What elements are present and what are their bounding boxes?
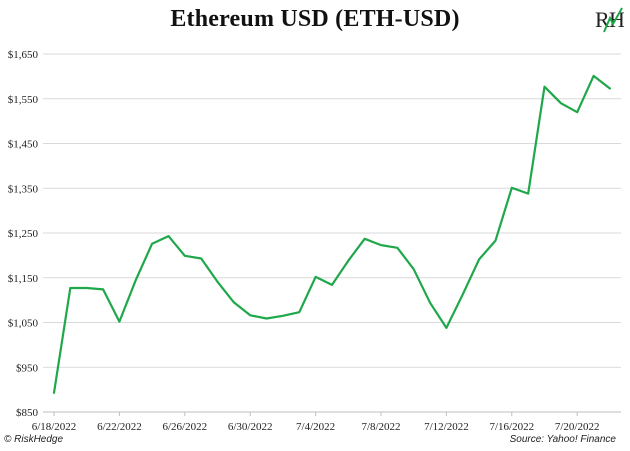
y-tick-label: $1,650 bbox=[8, 49, 39, 61]
x-tick-label: 7/16/2022 bbox=[489, 421, 534, 433]
x-tick-label: 6/26/2022 bbox=[162, 421, 207, 433]
y-tick-label: $1,150 bbox=[8, 273, 39, 285]
x-tick-label: 6/22/2022 bbox=[97, 421, 142, 433]
credit-text: © RiskHedge bbox=[4, 434, 64, 445]
x-tick-label: 7/8/2022 bbox=[361, 421, 400, 433]
y-tick-label: $1,050 bbox=[8, 318, 39, 330]
y-tick-label: $1,350 bbox=[8, 183, 39, 195]
x-tick-label: 6/30/2022 bbox=[228, 421, 273, 433]
x-tick-label: 7/12/2022 bbox=[424, 421, 469, 433]
y-tick-label: $1,550 bbox=[8, 94, 39, 106]
series-line bbox=[52, 74, 612, 394]
x-tick-label: 7/4/2022 bbox=[296, 421, 335, 433]
y-tick-label: $950 bbox=[16, 362, 39, 374]
riskhedge-logo: R H bbox=[595, 7, 624, 33]
y-tick-label: $1,450 bbox=[8, 139, 39, 151]
source-text: Source: Yahoo! Finance bbox=[509, 434, 616, 445]
x-tick-label: 6/18/2022 bbox=[32, 421, 77, 433]
y-tick-label: $1,250 bbox=[8, 228, 39, 240]
chart-title: Ethereum USD (ETH-USD) bbox=[170, 6, 460, 32]
y-tick-label: $850 bbox=[16, 407, 39, 419]
x-tick-label: 7/20/2022 bbox=[555, 421, 600, 433]
